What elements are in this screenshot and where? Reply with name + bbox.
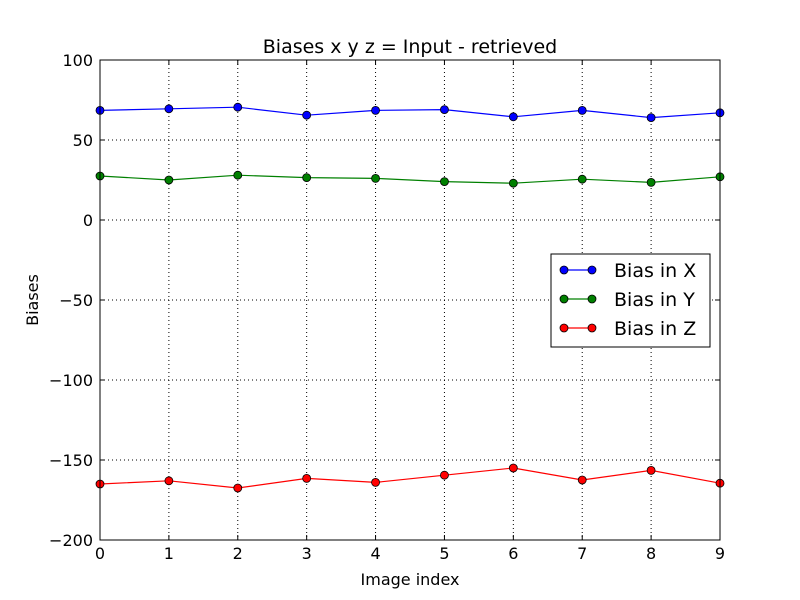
- x-tick-label: 0: [95, 544, 105, 563]
- series-3-point: [164, 476, 174, 486]
- y-tick-label: 100: [62, 51, 93, 70]
- y-tick-label: −200: [49, 531, 93, 550]
- series-2-point: [646, 177, 656, 187]
- series-3-point: [440, 470, 449, 480]
- series-2-point: [233, 170, 243, 180]
- x-tick-label: 6: [508, 544, 518, 563]
- x-tick-label: 5: [439, 544, 449, 563]
- ticks: 0 1 2 3 4 5 6 7 8 9 100 50 0 −50 −100 −150 −200: [49, 51, 725, 563]
- y-axis-title: Biases: [23, 274, 42, 326]
- series-1-point: [577, 106, 587, 115]
- series-3-point: [508, 463, 518, 473]
- series-2-point: [440, 177, 449, 187]
- series-1-point: [646, 113, 656, 122]
- legend-marker: [559, 294, 569, 304]
- series-2-point: [508, 178, 518, 188]
- legend-marker: [587, 265, 597, 275]
- series-3-point: [646, 465, 656, 475]
- series-1-point: [302, 110, 312, 120]
- y-tick-label: −50: [59, 291, 93, 310]
- series-line-3: [99, 467, 721, 489]
- series-layer: [95, 102, 725, 493]
- series-2-point: [164, 175, 174, 185]
- y-tick-label: 50: [73, 131, 93, 150]
- series-2-point: [577, 174, 587, 184]
- legend: Bias in X Bias in Y Bias in Z: [550, 253, 711, 348]
- x-tick-label: 3: [302, 544, 312, 563]
- chart-title: Biases x y z = Input - retrieved: [263, 36, 557, 58]
- legend-label: Bias in Z: [614, 318, 696, 340]
- x-tick-label: 1: [164, 544, 174, 563]
- series-3-point: [302, 473, 312, 483]
- legend-marker: [559, 323, 569, 333]
- series-1-point: [440, 105, 449, 114]
- x-tick-label: 8: [646, 544, 656, 563]
- series-line-2: [99, 174, 721, 184]
- series-2-point: [371, 173, 380, 183]
- series-1-point: [164, 104, 174, 114]
- x-tick-label: 9: [715, 544, 725, 563]
- series-line-1: [99, 106, 721, 119]
- legend-marker: [587, 323, 597, 333]
- x-tick-label: 7: [577, 544, 587, 563]
- y-tick-label: −100: [49, 371, 93, 390]
- x-tick-label: 4: [370, 544, 380, 563]
- series-2-point: [302, 173, 312, 183]
- series-1-point: [508, 112, 518, 122]
- series-3-point: [233, 483, 243, 493]
- y-tick-label: 0: [83, 211, 93, 230]
- series-3-point: [371, 477, 380, 487]
- legend-label: Bias in Y: [614, 289, 695, 311]
- legend-marker: [559, 265, 569, 275]
- x-axis-title: Image index: [361, 570, 460, 589]
- series-1-point: [371, 106, 380, 115]
- legend-marker: [587, 294, 597, 304]
- legend-label: Bias in X: [614, 260, 696, 282]
- series-3-point: [577, 475, 587, 485]
- x-tick-label: 2: [233, 544, 243, 563]
- series-1-point: [233, 102, 243, 112]
- y-tick-label: −150: [49, 451, 93, 470]
